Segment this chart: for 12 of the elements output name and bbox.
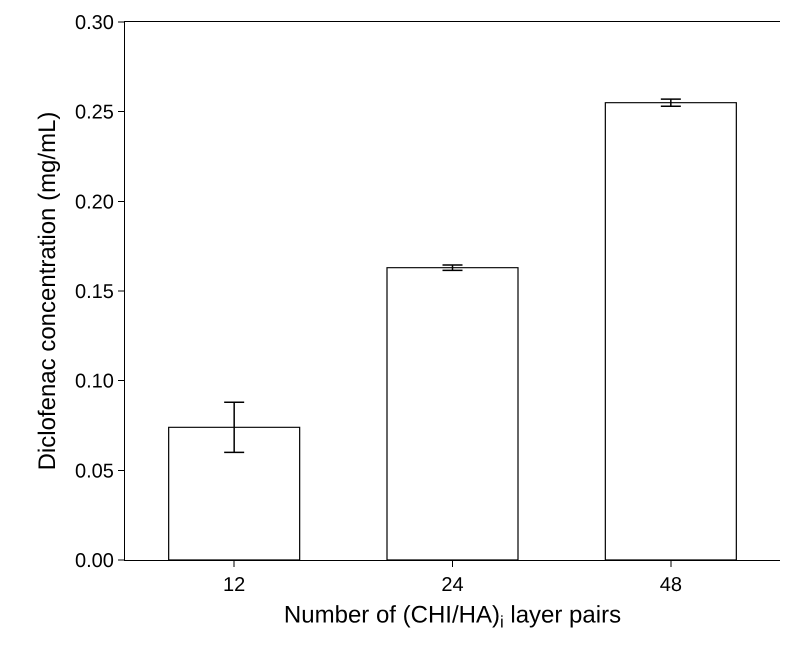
y-tick-label: 0.10	[74, 370, 114, 393]
y-tick-label: 0.20	[74, 191, 114, 214]
y-tick-label: 0.15	[74, 281, 114, 303]
y-tick-label: 0.00	[74, 550, 114, 572]
x-tick-label: 24	[441, 574, 464, 596]
y-tick-label: 0.05	[74, 460, 114, 482]
x-tick-label: 48	[660, 574, 682, 596]
x-tick-label: 12	[223, 574, 246, 596]
y-tick-label: 0.30	[74, 12, 114, 34]
y-tick-label: 0.25	[74, 102, 114, 124]
x-axis-title: Number of (CHI/HA)$_{i}$ layer pairs	[284, 601, 622, 632]
y-axis-title: Diclofenac concentration (mg/mL)	[34, 112, 62, 470]
